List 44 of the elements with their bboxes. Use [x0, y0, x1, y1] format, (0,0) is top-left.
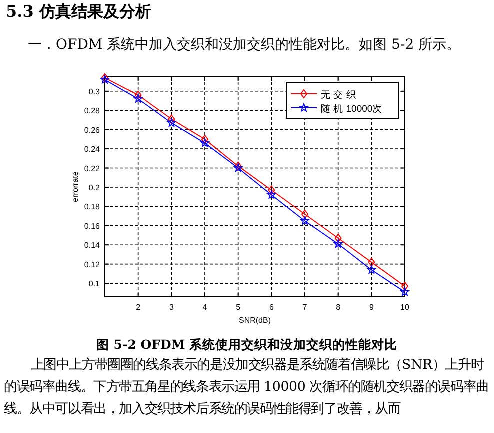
- x-tick-label: 4: [202, 303, 208, 312]
- text: 一．OFDM 系统中加入交织和没加交织的性能对比。如图 5-2 所示。: [28, 36, 461, 54]
- x-tick-label: 8: [336, 303, 342, 312]
- x-tick-label: 5: [236, 303, 242, 312]
- point: [134, 90, 142, 100]
- point: [400, 288, 410, 296]
- y-tick-label: 0.2: [88, 183, 101, 192]
- x-tick-label: 6: [269, 303, 274, 312]
- y-tick-label: 0.16: [84, 222, 101, 231]
- point: [202, 134, 208, 144]
- y-tick-label: 0.26: [84, 126, 101, 135]
- x-tick-label: 9: [369, 303, 374, 312]
- y-tick-label: 0.18: [84, 202, 101, 212]
- y-tick-label: 0.1: [88, 280, 101, 289]
- point: [200, 138, 210, 148]
- text: 5.3 仿真结果及分析: [6, 2, 152, 23]
- point: [134, 94, 143, 103]
- text: 图 5-2 OFDM 系统使用交织和没加交织的性能对比: [95, 337, 399, 354]
- point: [368, 258, 376, 267]
- x-tick-label: 2: [136, 303, 142, 312]
- y-tick-label: 0.12: [84, 260, 101, 270]
- x-tick-label: 7: [302, 303, 308, 312]
- legend-label: 随 机 10000次: [321, 103, 383, 115]
- point: [334, 234, 342, 243]
- point: [300, 216, 310, 225]
- y-tick-label: 0.22: [84, 164, 101, 174]
- y-tick-label: 0.24: [84, 145, 101, 154]
- point: [267, 190, 276, 199]
- text: 上图中上方带圈圈的线条表示的是没加交织器是系统随着信噪比（SNR）上升时的误码率曲线。下方带五角星的线条表示运用 10000 次循环的随机交织器的误码率曲线。从中可以看出，加入交织技术后系统的误码性能得到了改善，从而: [4, 356, 490, 419]
- point: [302, 210, 308, 219]
- point: [334, 240, 343, 248]
- point: [268, 186, 276, 195]
- legend-label: 无 交 织: [321, 89, 356, 101]
- y-tick-label: 0.28: [84, 106, 101, 116]
- point: [367, 266, 376, 274]
- y-axis-title: errorrate: [71, 171, 80, 202]
- point: [168, 114, 176, 124]
- x-tick-label: 3: [169, 303, 174, 312]
- point: [402, 282, 408, 291]
- y-tick-label: 0.3: [88, 87, 101, 96]
- y-tick-label: 0.14: [84, 241, 101, 250]
- x-axis-title: SNR(dB): [238, 316, 272, 325]
- x-tick-label: 10: [400, 303, 410, 312]
- point: [167, 118, 176, 127]
